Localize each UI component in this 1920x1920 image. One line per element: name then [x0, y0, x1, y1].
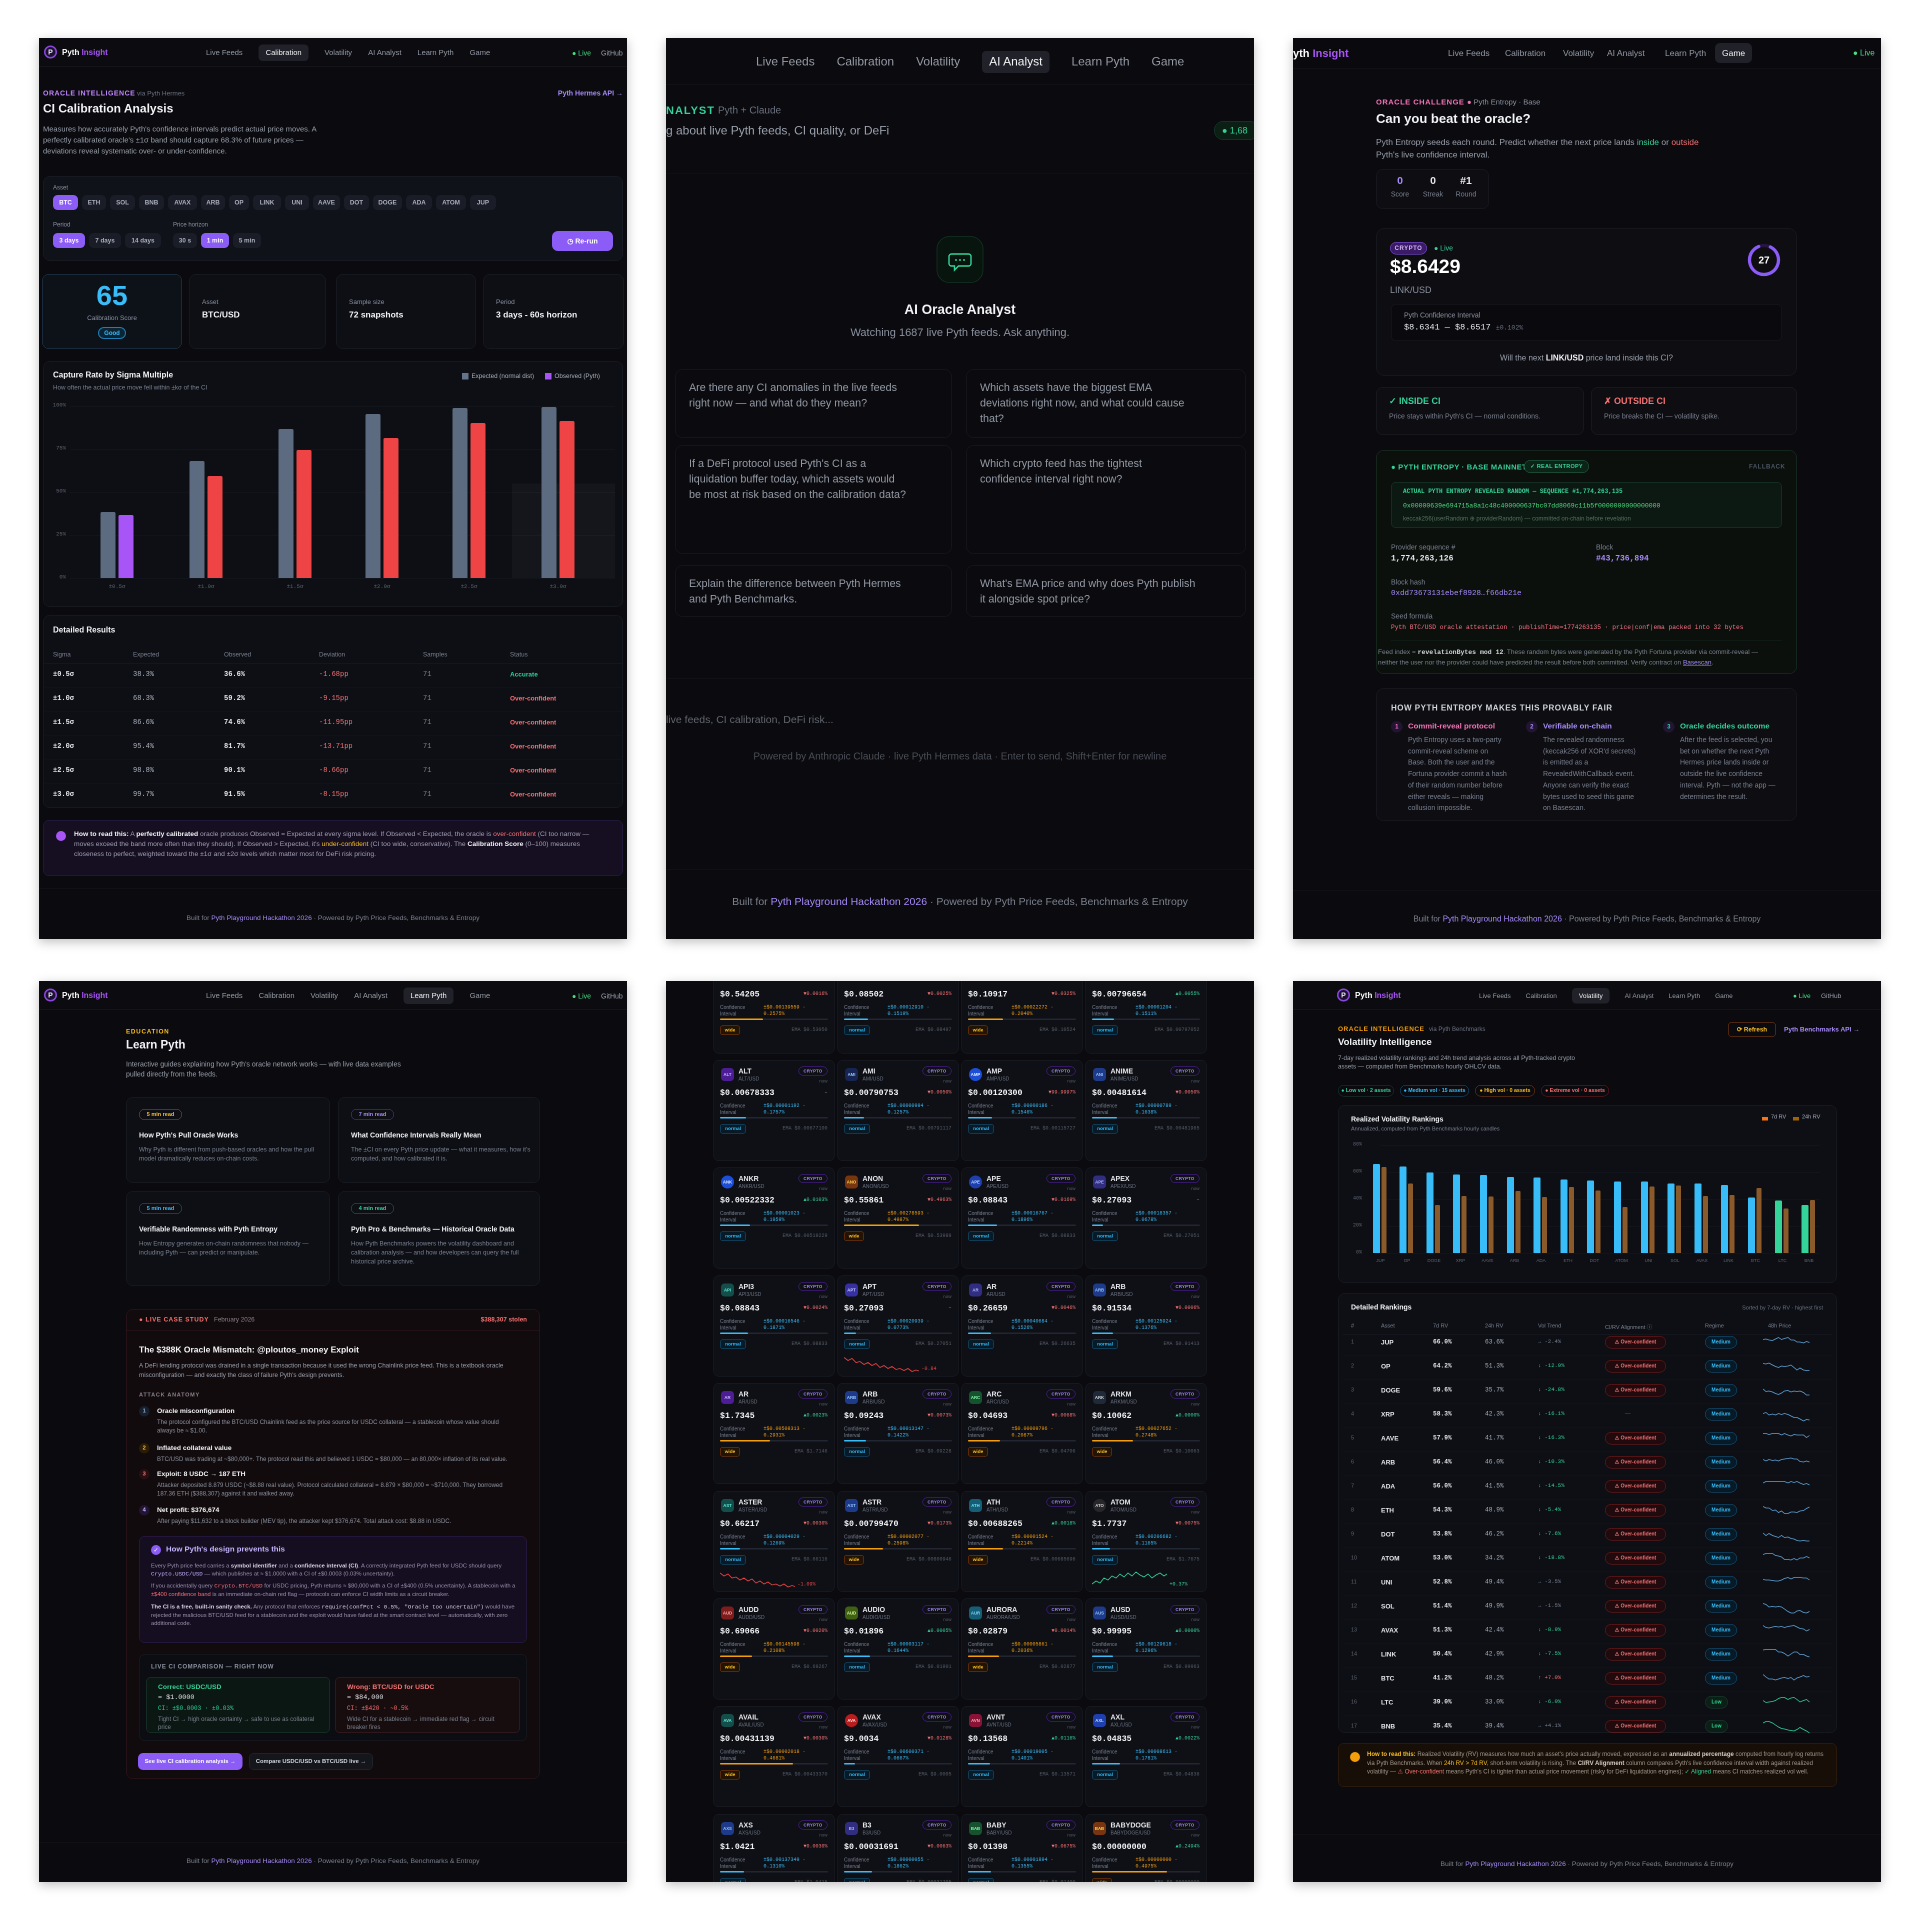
svg-text:27: 27: [1758, 256, 1770, 267]
